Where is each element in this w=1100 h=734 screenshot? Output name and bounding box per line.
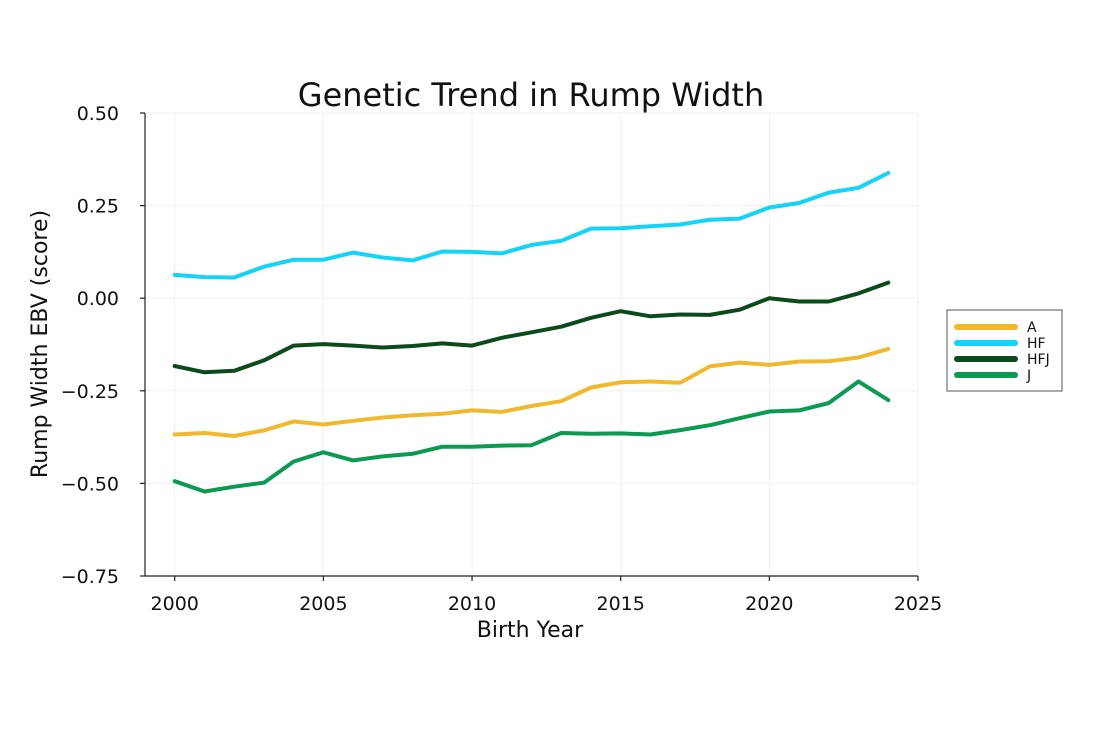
y-tick-label: 0.00 xyxy=(77,288,119,310)
x-tick-label: 2010 xyxy=(448,593,496,615)
x-tick-label: 2000 xyxy=(151,593,199,615)
x-tick-label: 2015 xyxy=(597,593,645,615)
y-tick-label: −0.50 xyxy=(61,473,119,495)
y-tick-label: −0.75 xyxy=(61,566,119,588)
legend-label-hf: HF xyxy=(1027,336,1046,352)
axes xyxy=(144,113,918,577)
x-tick-label: 2025 xyxy=(894,593,942,615)
y-tick-label: 0.25 xyxy=(77,196,119,218)
x-tick-label: 2005 xyxy=(299,593,347,615)
legend-label-hfj: HFJ xyxy=(1027,352,1050,368)
series-line-hfj xyxy=(172,280,891,375)
y-tick-labels: −0.75 −0.50 −0.25 0.00 0.25 0.50 xyxy=(61,103,145,588)
series-line-j xyxy=(172,379,891,494)
series-line-hf xyxy=(172,171,891,280)
y-tick-label: 0.50 xyxy=(77,103,119,125)
y-tick-label: −0.25 xyxy=(61,381,119,403)
grid-lines xyxy=(145,112,919,577)
series-line-a xyxy=(172,346,891,438)
series-lines xyxy=(172,171,891,494)
chart-title: Genetic Trend in Rump Width xyxy=(298,76,764,114)
x-axis-title: Birth Year xyxy=(477,618,584,643)
y-axis-title: Rump Width EBV (score) xyxy=(28,210,53,478)
x-tick-label: 2020 xyxy=(745,593,793,615)
x-tick-labels: 2000 2005 2010 2015 2020 2025 xyxy=(151,576,942,615)
legend-label-j: J xyxy=(1026,368,1031,384)
legend-label-a: A xyxy=(1027,320,1037,336)
